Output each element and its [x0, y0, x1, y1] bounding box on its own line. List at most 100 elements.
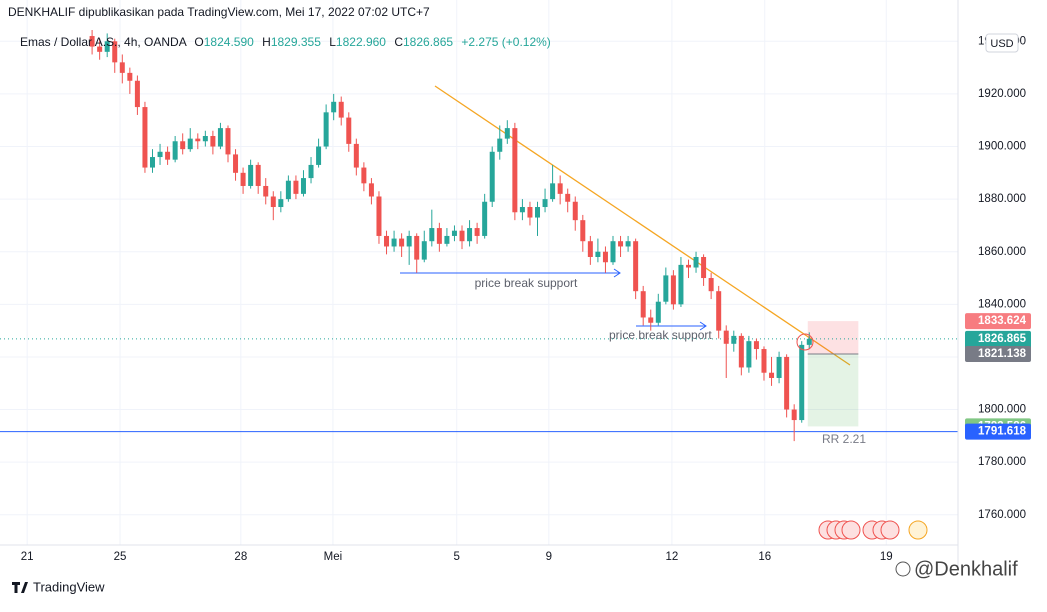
trend-line	[434, 85, 851, 366]
candle-body	[368, 183, 374, 197]
candle-body	[346, 117, 352, 144]
candle-body	[716, 291, 722, 331]
candle-body	[670, 275, 676, 305]
candle-body	[217, 128, 223, 147]
candle-body	[240, 172, 246, 186]
candle-body	[119, 62, 125, 73]
candle-body	[791, 409, 797, 421]
candle-body	[504, 128, 510, 139]
candle-body	[565, 193, 571, 202]
candle-body	[602, 251, 608, 263]
candle-body	[323, 112, 329, 147]
candle-body	[580, 220, 586, 242]
symbol: Emas / Dollar A.S., 4h, OANDA	[20, 35, 187, 49]
candle-body	[761, 349, 767, 373]
candle-body	[285, 180, 291, 200]
l-value: 1822.960	[336, 35, 386, 49]
candle-body	[384, 235, 390, 247]
candle-body	[708, 278, 714, 292]
candle-body	[723, 330, 729, 344]
candle-body	[210, 135, 216, 147]
o-value: 1824.590	[204, 35, 254, 49]
candle-body	[399, 238, 405, 247]
candle-body	[157, 151, 163, 158]
candle-body	[316, 146, 322, 165]
arrow-head	[613, 268, 621, 278]
candle-body	[693, 256, 699, 268]
change: +2.275 (+0.12%)	[461, 35, 550, 49]
y-tick-label: 1860.000	[978, 246, 1026, 258]
y-tick-label: 1880.000	[978, 193, 1026, 205]
publisher: DENKHALIF dipublikasikan pada TradingVie…	[8, 5, 430, 19]
candle-body	[308, 164, 314, 179]
event-icon	[880, 520, 900, 540]
candle-body	[195, 138, 201, 142]
candle-body	[550, 183, 556, 200]
candle-body	[572, 201, 578, 221]
candle-body	[142, 107, 148, 168]
currency[interactable]: USD	[990, 38, 1013, 50]
candle-body	[663, 275, 669, 302]
candle-body	[421, 241, 427, 260]
x-tick-label: 21	[21, 551, 34, 563]
candle-body	[338, 101, 344, 118]
candle-body	[519, 207, 525, 213]
h-label: H	[262, 35, 271, 49]
candle-body	[104, 41, 110, 52]
o-label: O	[194, 35, 203, 49]
candle-body	[640, 291, 646, 318]
candle-body	[172, 141, 178, 160]
candle-body	[738, 335, 744, 368]
annotation: RR 2.21	[822, 432, 866, 446]
candle-body	[225, 128, 231, 155]
stop-zone	[807, 321, 859, 354]
x-tick-label: 25	[114, 551, 127, 563]
x-tick-label: 12	[665, 551, 678, 563]
candle-body	[263, 185, 269, 197]
x-tick-label: 16	[758, 551, 771, 563]
candle-body	[202, 135, 208, 142]
candle-body	[701, 256, 707, 279]
candle-body	[255, 164, 261, 186]
candle-body	[187, 138, 193, 150]
price-label-box	[965, 423, 1031, 440]
candle-body	[165, 151, 171, 160]
candle-body	[248, 164, 254, 186]
candle-body	[633, 241, 639, 292]
candle-body	[474, 228, 480, 236]
candle-body	[648, 317, 654, 323]
annotation: price break support	[609, 328, 712, 342]
currency-box[interactable]	[985, 33, 1019, 53]
x-tick-label: 19	[880, 551, 893, 563]
x-tick-label: 5	[454, 551, 460, 563]
c-label: C	[394, 35, 403, 49]
plot: price break support price break support …	[0, 30, 958, 446]
candle-body	[799, 344, 805, 421]
candle-body	[429, 228, 435, 242]
candle-body	[278, 199, 284, 208]
candle-body	[436, 228, 442, 244]
candle-body	[489, 151, 495, 202]
price-label: 1821.138	[978, 348, 1027, 360]
brand: TradingView	[33, 579, 105, 594]
price-label-box	[965, 345, 1031, 362]
candle-body	[361, 167, 367, 184]
annotation: price break support	[475, 276, 578, 290]
l-label: L	[329, 35, 336, 49]
grid	[0, 0, 958, 545]
candle-body	[610, 241, 616, 263]
candle-body	[542, 199, 548, 208]
candle-body	[391, 238, 397, 247]
candle-body	[753, 341, 759, 350]
x-tick-label: Mei	[324, 551, 343, 563]
candle-body	[678, 264, 684, 305]
candle-body	[353, 143, 359, 168]
candle-body	[293, 180, 299, 194]
candle-body	[134, 80, 140, 108]
y-tick-label: 1800.000	[978, 404, 1026, 416]
candle-body	[180, 141, 186, 150]
y-tick-label: 1780.000	[978, 456, 1026, 468]
footer: TradingView @Denkhalif	[12, 558, 1018, 594]
candle-body	[482, 201, 488, 236]
